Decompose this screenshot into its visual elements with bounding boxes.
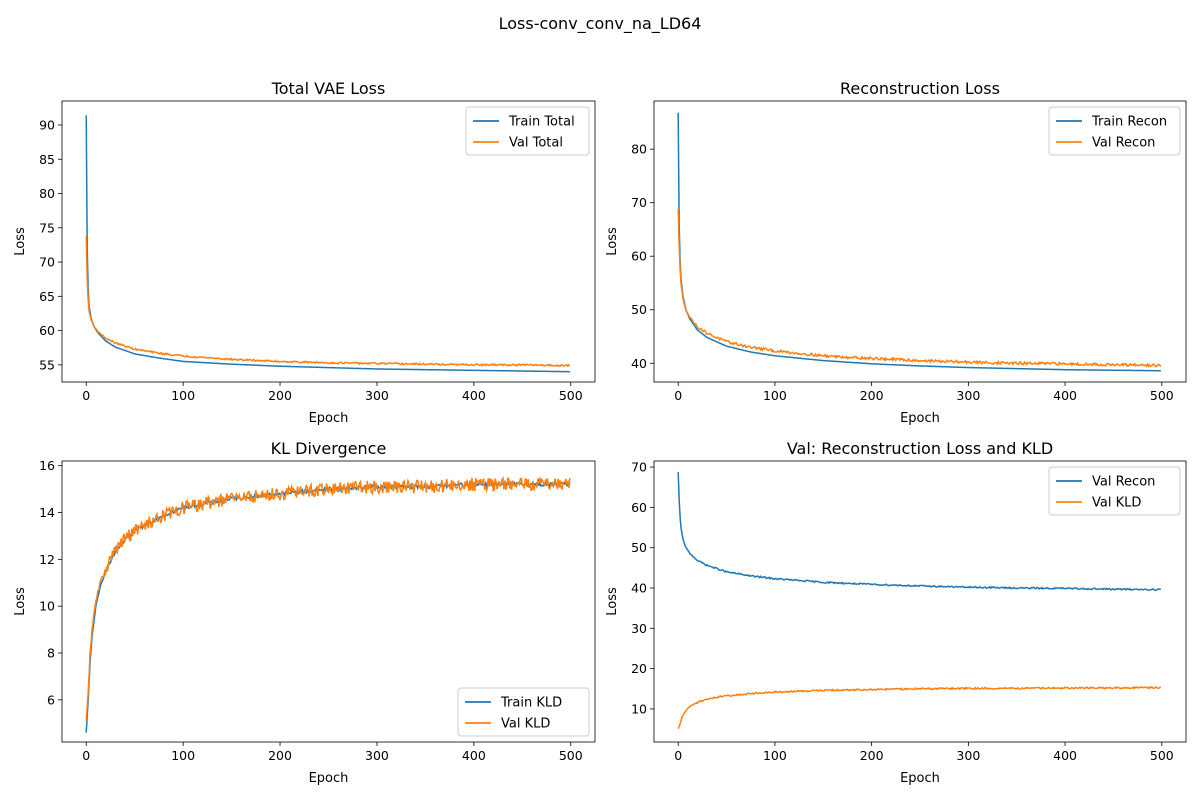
total-loss-frame xyxy=(61,100,596,383)
recon-loss-xtick-label: 300 xyxy=(956,388,980,403)
total-loss-ytick-label: 65 xyxy=(39,289,55,304)
kld-xtick-label: 100 xyxy=(171,748,195,763)
total-loss-series-val-total-line xyxy=(85,236,571,368)
recon-loss-xtick-label: 200 xyxy=(860,388,884,403)
kld-xlabel: Epoch xyxy=(309,771,349,786)
kld-legend-label: Val KLD xyxy=(501,717,550,732)
val-recon-kld-title: Val: Reconstruction Loss and KLD xyxy=(787,439,1053,458)
total-loss-ytick-label: 75 xyxy=(39,220,55,235)
total-loss-ytick-label: 55 xyxy=(39,357,55,372)
total-loss-title: Total VAE Loss xyxy=(271,79,386,98)
figure-title: Loss-conv_conv_na_LD64 xyxy=(498,14,702,33)
recon-loss-series-val-recon-line xyxy=(677,209,1162,368)
total-loss-legend-label: Val Total xyxy=(509,136,563,151)
recon-loss-axes: 0 100 200 300 400 500 40 50 60 70 80 Reconstruction… xyxy=(605,79,1187,426)
val-recon-kld-xtick-label: 400 xyxy=(1053,748,1077,763)
recon-loss-legend-box xyxy=(1048,106,1181,156)
total-loss-ytick-label: 85 xyxy=(39,152,55,167)
val-recon-kld-xtick-label: 300 xyxy=(956,748,980,763)
kld-ytick-label: 10 xyxy=(39,599,55,614)
total-loss-series-train-total-line xyxy=(85,115,570,373)
val-recon-kld-frame xyxy=(653,460,1187,743)
kld-ytick-label: 16 xyxy=(39,458,55,473)
recon-loss-xtick-label: 0 xyxy=(674,388,682,403)
total-loss-ytick-label: 70 xyxy=(39,255,55,270)
recon-loss-title: Reconstruction Loss xyxy=(840,79,1000,98)
val-recon-kld-legend-label: Val Recon xyxy=(1092,475,1155,490)
val-recon-kld-ytick-label: 30 xyxy=(631,621,647,636)
kld-xtick-label: 400 xyxy=(462,748,486,763)
val-recon-kld-legend-label: Val KLD xyxy=(1092,496,1141,511)
recon-loss-series-train-recon-line xyxy=(677,112,1161,372)
val-recon-kld-axes: 0 100 200 300 400 500 10 20 30 40 50 60 70 Val: Recon… xyxy=(605,439,1187,786)
total-loss-legend-label: Train Total xyxy=(508,115,575,130)
kld-axes: 0 100 200 300 400 500 6 8 10 12 14 16 KL Divergence E… xyxy=(13,439,596,786)
total-loss-legend: Train Total Val Total xyxy=(465,106,590,156)
kld-ytick-label: 8 xyxy=(47,646,55,661)
val-recon-kld-ytick-label: 20 xyxy=(631,661,647,676)
total-loss-legend-box xyxy=(465,106,590,156)
recon-loss-xtick-label: 500 xyxy=(1150,388,1174,403)
kld-series-val-kld-line xyxy=(85,476,571,721)
total-loss-xlabel: Epoch xyxy=(309,411,349,426)
val-recon-kld-xtick-label: 0 xyxy=(674,748,682,763)
recon-loss-ytick-label: 40 xyxy=(631,356,647,371)
recon-loss-ytick-label: 60 xyxy=(631,249,647,264)
total-loss-xtick-label: 300 xyxy=(365,388,389,403)
kld-xtick-label: 500 xyxy=(559,748,583,763)
recon-loss-ytick-label: 80 xyxy=(631,142,647,157)
val-recon-kld-ytick-label: 10 xyxy=(631,701,647,716)
val-recon-kld-xtick-label: 500 xyxy=(1150,748,1174,763)
kld-legend: Train KLD Val KLD xyxy=(457,687,590,737)
recon-loss-ytick-label: 70 xyxy=(631,195,647,210)
total-loss-ytick-label: 60 xyxy=(39,323,55,338)
val-recon-kld-series-val-kld-line xyxy=(677,685,1161,729)
kld-xtick-label: 300 xyxy=(365,748,389,763)
val-recon-kld-ytick-label: 40 xyxy=(631,580,647,595)
recon-loss-legend-label: Train Recon xyxy=(1091,115,1167,130)
recon-loss-ytick-label: 50 xyxy=(631,302,647,317)
recon-loss-xlabel: Epoch xyxy=(900,411,940,426)
total-loss-xtick-label: 0 xyxy=(82,388,90,403)
recon-loss-xtick-label: 100 xyxy=(763,388,787,403)
total-loss-xtick-label: 100 xyxy=(171,388,195,403)
val-recon-kld-xlabel: Epoch xyxy=(900,771,940,786)
val-recon-kld-ytick-label: 60 xyxy=(631,500,647,515)
recon-loss-legend-label: Val Recon xyxy=(1092,136,1155,151)
recon-loss-legend: Train Recon Val Recon xyxy=(1048,106,1181,156)
total-loss-xtick-label: 200 xyxy=(268,388,292,403)
recon-loss-frame xyxy=(653,100,1187,383)
kld-ylabel: Loss xyxy=(13,587,28,616)
kld-legend-box xyxy=(457,687,590,737)
val-recon-kld-ytick-label: 70 xyxy=(631,460,647,475)
val-recon-kld-series-val-recon-line xyxy=(677,471,1161,592)
val-recon-kld-ylabel: Loss xyxy=(605,587,620,616)
val-recon-kld-xtick-label: 100 xyxy=(763,748,787,763)
recon-loss-xtick-label: 400 xyxy=(1053,388,1077,403)
total-loss-ylabel: Loss xyxy=(13,227,28,256)
kld-ytick-label: 6 xyxy=(47,692,55,707)
total-loss-axes: 0 100 200 300 400 500 55 60 65 70 75 80 85 90 Total VA… xyxy=(13,79,596,426)
total-loss-xtick-label: 500 xyxy=(559,388,583,403)
kld-ytick-label: 12 xyxy=(39,552,55,567)
kld-ytick-label: 14 xyxy=(39,505,55,520)
kld-xtick-label: 0 xyxy=(82,748,90,763)
kld-frame xyxy=(61,460,596,743)
val-recon-kld-ytick-label: 50 xyxy=(631,540,647,555)
total-loss-ytick-label: 80 xyxy=(39,186,55,201)
recon-loss-ylabel: Loss xyxy=(605,227,620,256)
kld-title: KL Divergence xyxy=(271,439,387,458)
val-recon-kld-legend-box xyxy=(1048,466,1181,516)
total-loss-xtick-label: 400 xyxy=(462,388,486,403)
kld-legend-label: Train KLD xyxy=(500,696,562,711)
val-recon-kld-xtick-label: 200 xyxy=(860,748,884,763)
val-recon-kld-legend: Val Recon Val KLD xyxy=(1048,466,1181,516)
total-loss-ytick-label: 90 xyxy=(39,117,55,132)
kld-xtick-label: 200 xyxy=(268,748,292,763)
